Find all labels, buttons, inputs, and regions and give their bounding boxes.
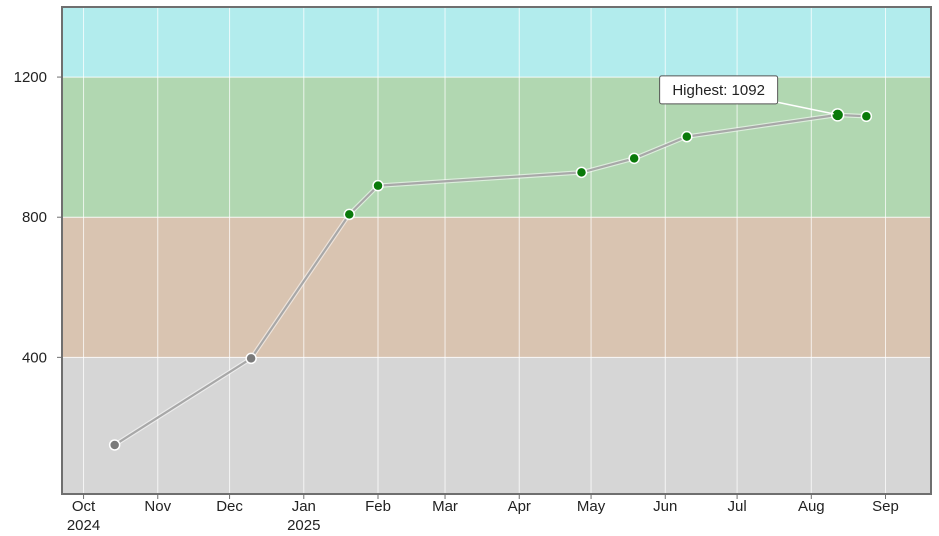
data-point <box>628 152 640 165</box>
data-point <box>245 352 257 365</box>
x-tick-sublabel: 2025 <box>287 517 320 534</box>
annotation-box <box>659 75 779 105</box>
annotation-connector <box>775 101 834 115</box>
series-layer <box>108 108 873 451</box>
data-point <box>575 166 588 179</box>
x-tick-label: Aug <box>798 498 825 515</box>
x-tick-label: May <box>577 498 606 515</box>
annotation-label: Highest: 1092 <box>672 82 765 99</box>
highest-point <box>830 108 845 122</box>
data-point <box>860 110 873 123</box>
data-point <box>108 439 121 451</box>
y-axis: 400 800 1200 <box>14 69 62 366</box>
x-tick-label: Dec <box>216 498 243 515</box>
grid-lines <box>62 7 931 494</box>
x-tick-label: Nov <box>144 498 171 515</box>
y-tick-label: 400 <box>22 349 47 366</box>
x-tick-label: Jul <box>727 498 746 515</box>
plot-frame <box>61 6 932 495</box>
x-tick-sublabel: 2024 <box>67 517 100 534</box>
value-bands <box>62 7 931 494</box>
x-axis: Oct 2024 Nov Dec Jan 2025 Feb Mar Apr May Jun Jul Au… <box>67 494 899 534</box>
x-tick-label: Feb <box>365 498 391 515</box>
y-tick-label: 1200 <box>14 69 47 86</box>
x-tick-label: Apr <box>508 498 531 515</box>
x-tick-label: Sep <box>872 498 899 515</box>
band-1 <box>62 217 931 358</box>
band-3 <box>62 7 931 78</box>
x-tick-label: Mar <box>432 498 458 515</box>
band-0 <box>62 357 931 494</box>
data-point <box>372 179 384 192</box>
highest-annotation: Highest: 1092 <box>659 75 834 115</box>
band-2 <box>62 77 931 218</box>
y-tick-label: 800 <box>22 209 47 226</box>
data-point <box>681 130 693 143</box>
x-tick-label: Jan <box>292 498 316 515</box>
data-point <box>343 208 356 221</box>
x-tick-label: Oct <box>72 498 96 515</box>
x-tick-label: Jun <box>653 498 677 515</box>
